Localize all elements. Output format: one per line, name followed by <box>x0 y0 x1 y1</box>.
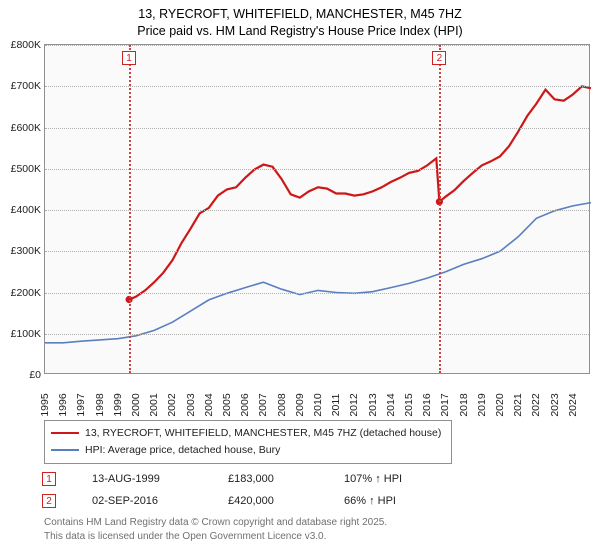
x-axis-label: 2013 <box>367 393 379 416</box>
gridline-h <box>45 86 589 87</box>
x-axis-label: 1995 <box>39 393 51 416</box>
footnote-line-2: This data is licensed under the Open Gov… <box>44 530 564 544</box>
x-axis-label: 2017 <box>439 393 451 416</box>
x-axis-label: 2000 <box>130 393 142 416</box>
x-axis-label: 2016 <box>421 393 433 416</box>
chart-svg <box>45 45 589 373</box>
y-axis-label: £300K <box>1 245 41 257</box>
event-hpi-1: 107% ↑ HPI <box>344 473 434 485</box>
gridline-h <box>45 128 589 129</box>
series-property <box>129 86 591 299</box>
series-hpi <box>45 203 591 343</box>
event-hpi-2: 66% ↑ HPI <box>344 495 434 507</box>
legend-item-hpi: HPI: Average price, detached house, Bury <box>51 442 445 459</box>
x-axis-label: 2015 <box>403 393 415 416</box>
y-axis-label: £0 <box>1 369 41 381</box>
x-axis-label: 2006 <box>239 393 251 416</box>
x-axis-label: 2012 <box>348 393 360 416</box>
legend-label-hpi: HPI: Average price, detached house, Bury <box>85 442 280 459</box>
gridline-h <box>45 334 589 335</box>
event-date-2: 02-SEP-2016 <box>92 495 192 507</box>
event-vline-badge: 1 <box>122 51 136 65</box>
x-axis-label: 2002 <box>166 393 178 416</box>
y-axis-label: £400K <box>1 204 41 216</box>
event-price-2: £420,000 <box>228 495 308 507</box>
title-line-1: 13, RYECROFT, WHITEFIELD, MANCHESTER, M4… <box>0 6 600 23</box>
legend-swatch-property <box>51 432 79 434</box>
event-date-1: 13-AUG-1999 <box>92 473 192 485</box>
x-axis-label: 1996 <box>57 393 69 416</box>
gridline-h <box>45 251 589 252</box>
y-axis-label: £200K <box>1 287 41 299</box>
x-axis-label: 2005 <box>221 393 233 416</box>
event-vline <box>439 45 441 373</box>
legend-swatch-hpi <box>51 449 79 451</box>
gridline-h <box>45 293 589 294</box>
events-table: 1 13-AUG-1999 £183,000 107% ↑ HPI 2 02-S… <box>42 468 562 512</box>
x-axis-label: 2008 <box>276 393 288 416</box>
chart-plot-area: £0£100K£200K£300K£400K£500K£600K£700K£80… <box>44 44 590 374</box>
x-axis-label: 1998 <box>94 393 106 416</box>
footnote: Contains HM Land Registry data © Crown c… <box>44 516 564 543</box>
y-axis-label: £800K <box>1 39 41 51</box>
chart-container: 13, RYECROFT, WHITEFIELD, MANCHESTER, M4… <box>0 0 600 560</box>
x-axis-label: 2011 <box>330 394 342 417</box>
title-line-2: Price paid vs. HM Land Registry's House … <box>0 23 600 40</box>
gridline-h <box>45 210 589 211</box>
x-axis-label: 2004 <box>203 393 215 416</box>
x-axis-label: 2003 <box>185 393 197 416</box>
x-axis-label: 2022 <box>530 393 542 416</box>
legend-box: 13, RYECROFT, WHITEFIELD, MANCHESTER, M4… <box>44 420 452 464</box>
x-axis-label: 2019 <box>476 393 488 416</box>
event-row-1: 1 13-AUG-1999 £183,000 107% ↑ HPI <box>42 468 562 490</box>
x-axis-label: 2023 <box>549 393 561 416</box>
gridline-h <box>45 169 589 170</box>
event-price-1: £183,000 <box>228 473 308 485</box>
y-axis-label: £700K <box>1 80 41 92</box>
event-badge-1: 1 <box>42 472 56 486</box>
y-axis-label: £100K <box>1 328 41 340</box>
event-row-2: 2 02-SEP-2016 £420,000 66% ↑ HPI <box>42 490 562 512</box>
event-vline <box>129 45 131 373</box>
x-axis-label: 2021 <box>512 393 524 416</box>
x-axis-label: 1997 <box>75 393 87 416</box>
legend-label-property: 13, RYECROFT, WHITEFIELD, MANCHESTER, M4… <box>85 425 441 442</box>
gridline-h <box>45 45 589 46</box>
x-axis-label: 2010 <box>312 393 324 416</box>
x-axis-label: 2024 <box>567 393 579 416</box>
x-axis-label: 2009 <box>294 393 306 416</box>
legend-item-property: 13, RYECROFT, WHITEFIELD, MANCHESTER, M4… <box>51 425 445 442</box>
title-block: 13, RYECROFT, WHITEFIELD, MANCHESTER, M4… <box>0 0 600 40</box>
x-axis-label: 1999 <box>112 393 124 416</box>
y-axis-label: £600K <box>1 122 41 134</box>
event-vline-badge: 2 <box>432 51 446 65</box>
y-axis-label: £500K <box>1 163 41 175</box>
x-axis-label: 2018 <box>458 393 470 416</box>
x-axis-label: 2014 <box>385 393 397 416</box>
x-axis-label: 2020 <box>494 393 506 416</box>
x-axis-label: 2007 <box>257 393 269 416</box>
footnote-line-1: Contains HM Land Registry data © Crown c… <box>44 516 564 530</box>
event-badge-2: 2 <box>42 494 56 508</box>
x-axis-label: 2001 <box>148 393 160 416</box>
